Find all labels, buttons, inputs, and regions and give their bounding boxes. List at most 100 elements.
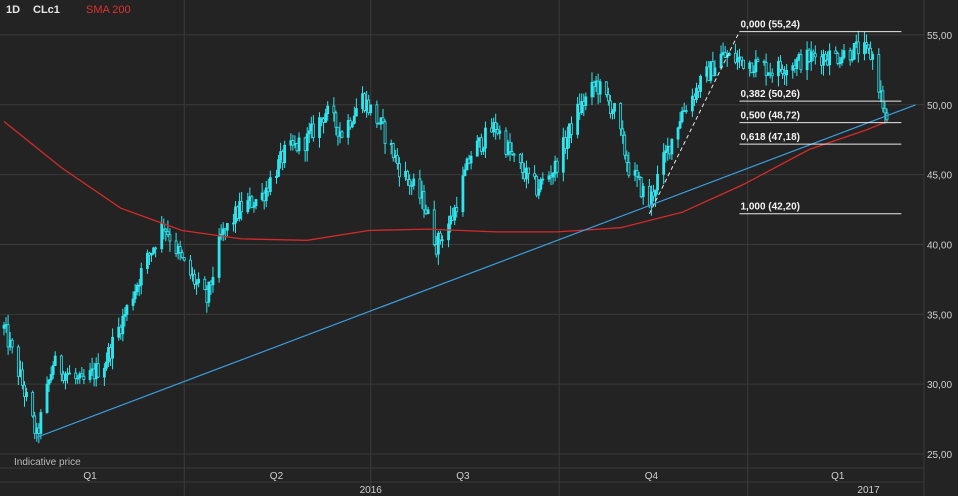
x-quarter-label: Q1 — [831, 471, 845, 482]
candle-body — [539, 179, 543, 190]
candle-body — [268, 177, 272, 193]
candle-body — [203, 278, 207, 291]
candle-body — [664, 150, 668, 153]
candle-body — [217, 236, 221, 278]
indicative-price-note: Indicative price — [14, 457, 81, 468]
candle-body — [291, 140, 295, 146]
candle-body — [590, 81, 594, 98]
candle-body — [164, 228, 168, 232]
candle-body — [824, 53, 827, 61]
candle-body — [398, 163, 401, 178]
candle-body — [848, 50, 852, 61]
candle-body — [635, 170, 639, 177]
candle-body — [604, 81, 608, 95]
candle-body — [33, 415, 37, 434]
candle-body — [346, 120, 350, 138]
candle-body — [811, 51, 815, 55]
candle-body — [779, 60, 782, 70]
indicator-label[interactable]: SMA 200 — [86, 4, 131, 16]
candle-body — [828, 50, 832, 66]
candle-body — [834, 50, 838, 55]
candle-body — [410, 185, 414, 187]
candle-body — [418, 178, 422, 199]
candle-body — [121, 315, 125, 335]
candle-body — [850, 58, 854, 61]
trendline — [36, 104, 916, 438]
candle-body — [535, 175, 539, 196]
candle-body — [695, 87, 698, 100]
candle-body — [221, 228, 225, 235]
candle-body — [283, 144, 287, 164]
fib-level-label: 0,618 (47,18) — [740, 132, 800, 143]
candle-body — [512, 153, 516, 156]
x-year-label: 2017 — [857, 485, 880, 496]
candle-body — [742, 59, 745, 69]
candle-body — [332, 105, 336, 114]
candle-body — [713, 67, 717, 77]
candle-body — [311, 123, 315, 138]
candle-body — [189, 259, 192, 276]
candle-body — [391, 143, 395, 158]
timeframe-label[interactable]: 1D — [6, 4, 21, 16]
candle-body — [135, 284, 139, 293]
candle-body — [211, 277, 215, 286]
candle-body — [16, 346, 20, 377]
candle-body — [580, 101, 584, 114]
candle-body — [334, 112, 338, 128]
candle-body — [264, 187, 268, 202]
fib-level-label: 0,500 (48,72) — [740, 111, 800, 122]
y-tick-label: 30,00 — [927, 380, 952, 391]
candle-body — [406, 170, 409, 181]
candle-body — [484, 127, 487, 149]
candle-body — [795, 58, 799, 70]
candle-body — [863, 42, 866, 55]
candle-body — [842, 50, 846, 59]
candle-body — [150, 252, 153, 256]
candle-body — [877, 54, 881, 93]
candle-body — [412, 178, 416, 186]
candle-body — [10, 339, 14, 348]
candle-body — [74, 372, 78, 380]
candle-body — [606, 94, 610, 102]
candle-body — [570, 123, 573, 135]
candles-group — [2, 30, 889, 444]
candle-body — [678, 121, 682, 129]
x-quarter-label: Q1 — [83, 471, 97, 482]
candle-body — [754, 59, 758, 73]
candle-body — [479, 137, 483, 152]
x-quarter-label: Q4 — [645, 471, 659, 482]
candle-body — [494, 122, 498, 130]
candle-body — [670, 138, 674, 155]
candle-body — [733, 52, 737, 63]
candle-body — [750, 62, 754, 74]
sma-200-line — [3, 120, 888, 241]
candle-body — [49, 374, 53, 381]
candle-body — [131, 298, 135, 306]
candle-body — [383, 121, 387, 144]
candle-body — [160, 223, 164, 250]
candle-body — [752, 71, 756, 74]
candle-body — [252, 205, 256, 208]
candle-body — [275, 175, 278, 179]
candle-body — [88, 370, 92, 380]
symbol-label[interactable]: CLc1 — [33, 4, 60, 16]
candle-body — [432, 209, 436, 245]
fib-level-label: 0,000 (55,24) — [740, 20, 800, 31]
candle-body — [80, 373, 84, 377]
candle-body — [637, 175, 641, 178]
candle-body — [133, 291, 137, 300]
candle-body — [105, 361, 108, 369]
candle-body — [277, 159, 280, 177]
candle-body — [836, 53, 840, 64]
candle-body — [662, 152, 666, 175]
candle-body — [318, 117, 321, 138]
candle-body — [455, 207, 459, 213]
candle-body — [781, 68, 784, 75]
candle-body — [465, 158, 469, 171]
candle-body — [576, 103, 580, 135]
candle-body — [64, 373, 67, 381]
candle-body — [25, 392, 28, 397]
candle-body — [111, 336, 114, 359]
candle-body — [762, 61, 766, 63]
